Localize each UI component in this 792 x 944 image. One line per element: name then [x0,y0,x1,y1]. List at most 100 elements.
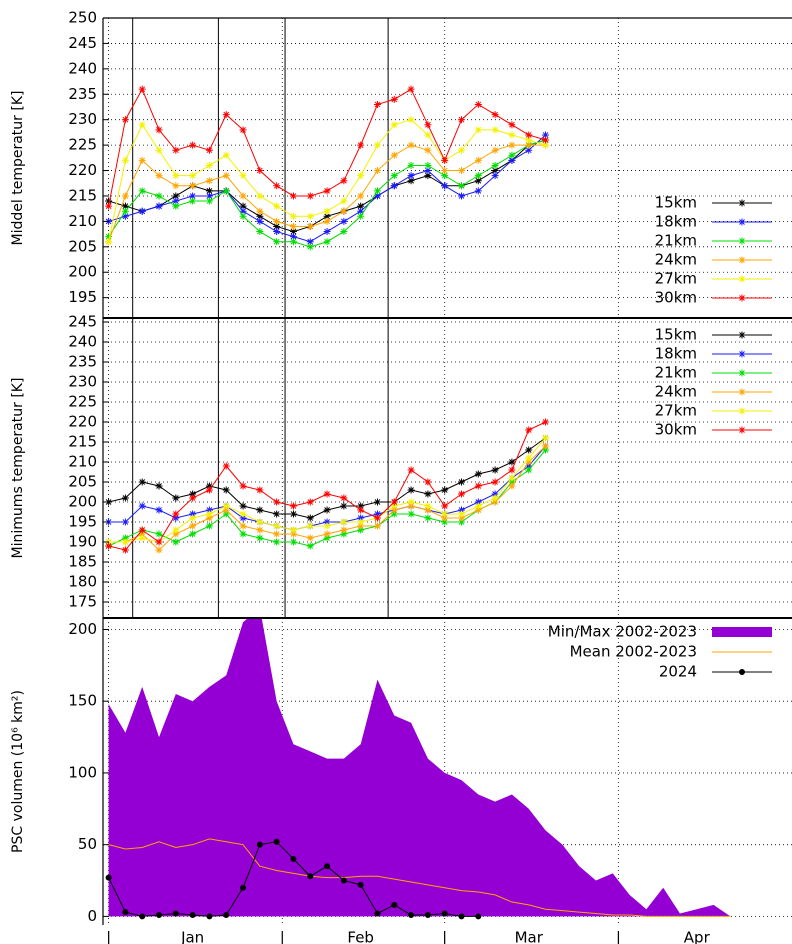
point [189,911,196,918]
legend-label: 30km [655,421,697,439]
point [474,506,482,514]
point [289,538,297,546]
point [525,146,533,154]
point [390,151,398,159]
legend-label: 18km [655,345,697,363]
point [373,510,381,518]
point [239,172,247,180]
point [222,111,230,119]
point [373,522,381,530]
axes: 0 50 100 150 200 | | | | Jan Feb Mar Apr PSC volumen … [10,617,792,944]
legend-label: 15km [655,326,697,344]
point [239,212,247,220]
point [407,141,415,149]
point [155,146,163,154]
point [239,202,247,210]
point [323,228,331,236]
point [205,177,213,185]
point [407,161,415,169]
point [239,192,247,200]
point [105,202,113,210]
point [424,478,432,486]
point [323,217,331,225]
point [172,494,180,502]
point [121,534,129,542]
point [542,131,550,139]
point [525,462,533,470]
y-tick-label: 235 [68,353,97,371]
point [273,182,281,190]
point [205,192,213,200]
point [138,121,146,129]
point [441,514,449,522]
legend-marker [738,237,746,245]
y-tick-label: 195 [68,513,97,531]
point [121,207,129,215]
point [508,474,516,482]
point [441,172,449,180]
point [155,126,163,134]
point [155,530,163,538]
point [289,510,297,518]
point [441,182,449,190]
x-tick-label: | [106,929,111,944]
point [508,141,516,149]
point [155,192,163,200]
y-tick-label: 190 [68,533,97,551]
point [542,434,550,442]
point [155,506,163,514]
point [239,530,247,538]
point [121,202,129,210]
point [491,111,499,119]
x-tick-label: Mar [515,929,544,944]
point [256,486,264,494]
point [508,478,516,486]
point [189,510,197,518]
y-tick-label: 230 [68,110,97,128]
y-tick-label: 225 [68,136,97,154]
point [205,522,213,530]
axes: 195 200 205 210 215 220 225 230 235 240 245 250 Midd… [10,9,792,318]
point [357,522,365,530]
point [508,458,516,466]
legend-label: 21km [655,232,697,250]
point [424,490,432,498]
point [474,156,482,164]
point [240,884,247,891]
point [474,502,482,510]
point [306,514,314,522]
point [340,177,348,185]
point [155,546,163,554]
x-tick-label: Feb [347,929,374,944]
point [474,498,482,506]
y-tick-label: 250 [68,9,97,27]
y-tick-label: 200 [68,620,97,638]
point [121,212,129,220]
point [525,136,533,144]
legend-label: 15km [655,194,697,212]
point [138,207,146,215]
point [256,167,264,175]
point [390,95,398,103]
point [138,156,146,164]
point [374,910,381,917]
y-tick-label: 205 [68,473,97,491]
point [525,446,533,454]
point [121,116,129,124]
x-tick-label: | [442,929,447,944]
y-tick-label: 240 [68,333,97,351]
y-tick-label: 245 [68,313,97,331]
point [306,238,314,246]
point [172,197,180,205]
point [323,522,331,530]
point [525,466,533,474]
point [307,873,314,880]
point [525,426,533,434]
point [340,228,348,236]
point [273,510,281,518]
point [155,482,163,490]
point [205,486,213,494]
point [357,518,365,526]
y-tick-label: 215 [68,433,97,451]
point [542,418,550,426]
